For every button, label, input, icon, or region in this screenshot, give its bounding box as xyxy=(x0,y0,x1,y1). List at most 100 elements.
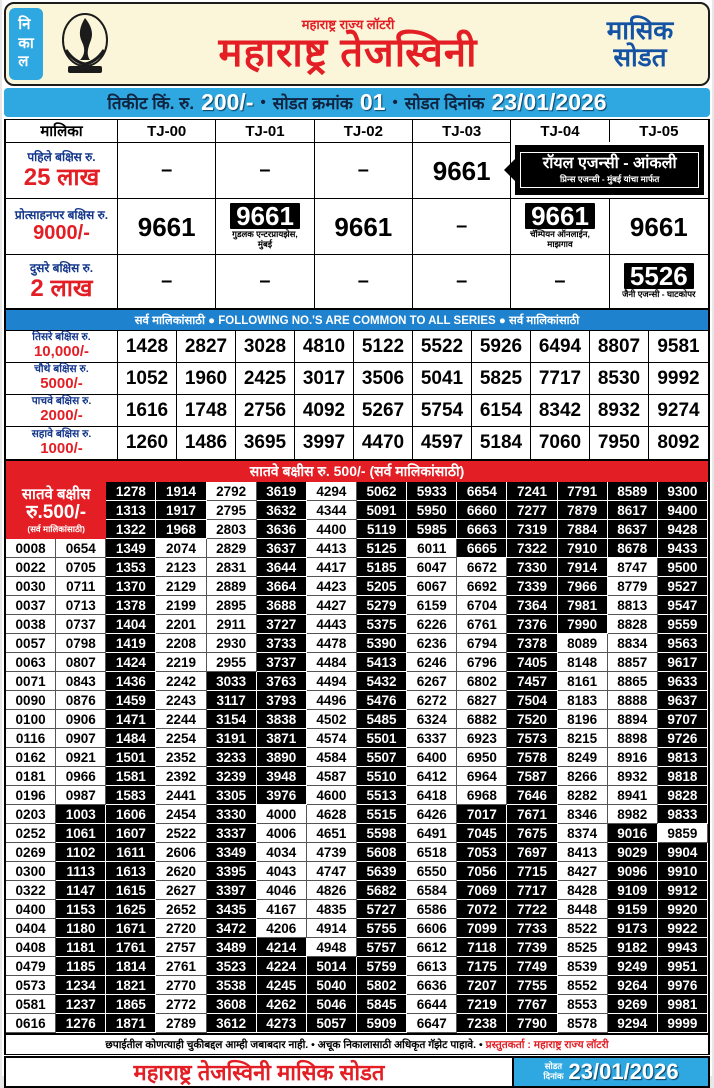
winning-number: 0030 xyxy=(6,577,57,596)
winning-number: 5802 xyxy=(356,976,408,995)
prize-number-cell: 9661 xyxy=(609,198,708,254)
winning-number: 3763 xyxy=(256,672,307,691)
winning-number: 5727 xyxy=(356,900,408,919)
winning-number: 4000 xyxy=(256,805,307,824)
winning-number: 5040 xyxy=(306,976,357,995)
winning-number: 6067 xyxy=(407,577,458,596)
winning-number: 3523 xyxy=(206,957,257,976)
winning-number: 9159 xyxy=(607,900,658,919)
series-col-header: TJ-03 xyxy=(413,119,512,142)
winning-number: 5205 xyxy=(356,577,408,596)
footer-date-value: 23/01/2026 xyxy=(568,1059,679,1084)
winning-number: 8249 xyxy=(557,748,608,767)
winning-number: 0322 xyxy=(6,881,57,900)
winning-number: 8857 xyxy=(607,653,658,672)
winning-number: 8828 xyxy=(607,615,658,634)
winning-number: 4423 xyxy=(306,577,357,596)
winning-number: 7675 xyxy=(507,824,558,843)
winning-number: 6236 xyxy=(407,634,458,653)
winning-number: 8747 xyxy=(607,558,658,577)
winning-number: 3506 xyxy=(354,363,413,395)
winning-number: 1616 xyxy=(118,395,177,427)
winning-number: 2831 xyxy=(206,558,257,577)
common-prizes-table: तिसरे बक्षिस रु. 10,000/- 1428 2827 3028 4810… xyxy=(4,330,710,461)
winning-number: 1113 xyxy=(56,862,107,881)
scheme-line2: सोडत xyxy=(613,42,667,72)
winning-number: 8617 xyxy=(607,501,658,520)
winning-number: 8637 xyxy=(607,520,658,539)
series-header-row: मालिका TJ-00 TJ-01 TJ-02 TJ-03 TJ-04 TJ-05 xyxy=(6,119,708,142)
first-prize-agent-box: रॉयल एजन्सी - आंकली प्रिन्स एजन्सी - मुंब… xyxy=(504,145,704,195)
winning-number: 0057 xyxy=(6,634,57,653)
winning-number: 2627 xyxy=(156,881,207,900)
lottery-emblem-icon xyxy=(54,8,116,80)
winning-number: 6644 xyxy=(407,995,458,1014)
cell-value: – xyxy=(161,270,173,292)
winning-number: 0022 xyxy=(6,558,57,577)
winning-number: 0008 xyxy=(6,539,57,558)
winning-number: 2441 xyxy=(156,786,207,805)
no-winner-dash: – xyxy=(314,142,413,198)
prize-amount: 1000/- xyxy=(40,439,83,457)
winning-number: 3472 xyxy=(206,919,257,938)
winning-number: 9951 xyxy=(657,957,708,976)
winning-number: 7099 xyxy=(457,919,508,938)
winning-number: 5639 xyxy=(356,862,408,881)
winning-number: 2522 xyxy=(156,824,207,843)
scheme-name: मासिक सोडत xyxy=(580,16,700,72)
winning-number: 6672 xyxy=(457,558,508,577)
winning-number: 7520 xyxy=(507,710,558,729)
winning-number: 4006 xyxy=(256,824,307,843)
first-prize-label: पहिले बक्षिस रु. 25 लाख xyxy=(6,142,118,198)
winning-number: 0705 xyxy=(56,558,107,577)
winning-number: 4600 xyxy=(306,786,357,805)
winning-number: 6692 xyxy=(457,577,508,596)
cell-content: – xyxy=(118,255,215,308)
winning-number: 9912 xyxy=(657,881,708,900)
winning-number: 5014 xyxy=(306,957,357,976)
winning-number: 4484 xyxy=(306,653,357,672)
winning-number: 7733 xyxy=(507,919,558,938)
winning-number: 7884 xyxy=(557,520,608,539)
prize-label-line1: पहिले बक्षिस रु. xyxy=(27,150,96,164)
ticket-price-value: 200/- xyxy=(201,89,254,115)
draw-number-value: 01 xyxy=(359,89,386,115)
winning-number: 8525 xyxy=(557,938,608,957)
cell-content: 9661 xyxy=(118,199,215,254)
winning-number: 5122 xyxy=(354,331,413,363)
winning-number: 1615 xyxy=(106,881,157,900)
winning-number: 3191 xyxy=(206,729,257,748)
seventh-label-line2: रु.500/- xyxy=(26,502,87,524)
winning-number: 8834 xyxy=(607,634,658,653)
cell-content: 9661 xyxy=(315,199,412,254)
series-col-header-malika: मालिका xyxy=(6,119,118,142)
winning-number: 5046 xyxy=(306,995,357,1014)
agent-box-arrow-icon xyxy=(504,158,517,182)
winning-number: 4427 xyxy=(306,596,357,615)
winning-number: 4046 xyxy=(256,881,307,900)
winning-number: 0907 xyxy=(56,729,107,748)
agent-caption: जैनी एजन्सी - घाटकोपर xyxy=(622,289,696,300)
winning-number: 5757 xyxy=(356,938,408,957)
winning-number: 7175 xyxy=(457,957,508,976)
winning-number: 8282 xyxy=(557,786,608,805)
winning-number: 8552 xyxy=(557,976,608,995)
winning-number: 6324 xyxy=(407,710,458,729)
winning-number: 9559 xyxy=(657,615,708,634)
winning-number: 8589 xyxy=(607,482,658,501)
winning-number: 6665 xyxy=(457,539,508,558)
prize-amount: 10,000/- xyxy=(33,343,90,361)
winning-number: 0807 xyxy=(56,653,107,672)
winning-number: 9433 xyxy=(657,539,708,558)
draw-date-label: सोडत दिनांक xyxy=(404,94,485,113)
winning-number: 3028 xyxy=(236,331,295,363)
winning-number: 5267 xyxy=(354,395,413,427)
winning-number: 4651 xyxy=(306,824,357,843)
winning-number: 0071 xyxy=(6,672,57,691)
winning-number: 8427 xyxy=(557,862,608,881)
winning-number: 3349 xyxy=(206,843,257,862)
winning-number: 9943 xyxy=(657,938,708,957)
winning-number: 5515 xyxy=(356,805,408,824)
winning-number: 4835 xyxy=(306,900,357,919)
winning-number: 1052 xyxy=(118,363,177,395)
